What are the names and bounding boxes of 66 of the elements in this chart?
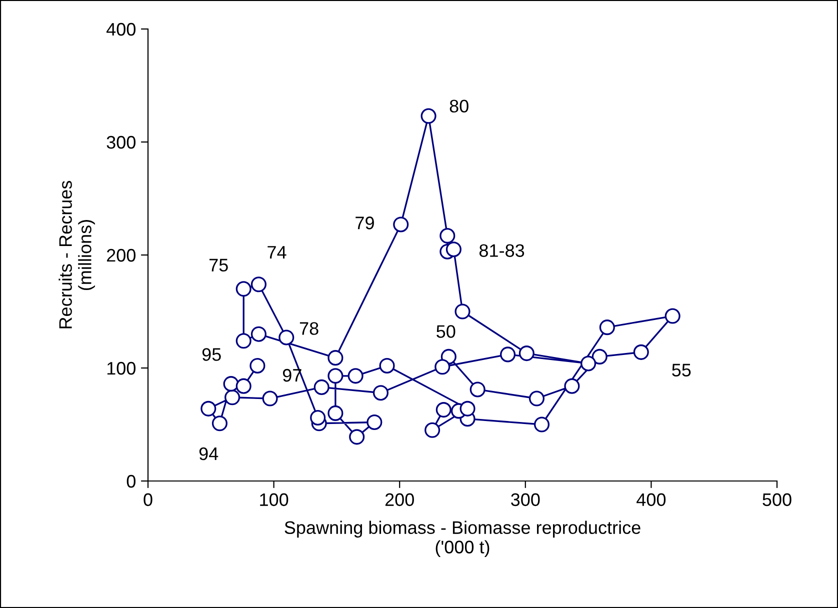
- point: [434, 359, 450, 375]
- annotation: 75: [209, 258, 228, 272]
- point: [599, 320, 615, 336]
- point: [592, 348, 608, 364]
- annotation: 79: [356, 216, 374, 230]
- annotation: 95: [202, 348, 221, 361]
- point: [349, 429, 365, 445]
- annotation: 74: [268, 246, 286, 258]
- point: [633, 344, 649, 360]
- point: [454, 304, 470, 320]
- x-tick-label: 500: [762, 493, 792, 506]
- point: [664, 308, 680, 324]
- point: [328, 405, 344, 421]
- y-tick-label: 400: [106, 22, 136, 36]
- point: [250, 358, 266, 374]
- point: [212, 416, 228, 432]
- x-tick-label: 300: [511, 493, 540, 506]
- point: [328, 368, 344, 384]
- point: [564, 378, 580, 394]
- point: [446, 242, 462, 258]
- point: [424, 422, 440, 438]
- y-tick-label: 0: [126, 474, 136, 488]
- point: [500, 346, 516, 362]
- x-tick-label: 400: [636, 493, 666, 506]
- y-tick-label: 200: [106, 248, 136, 262]
- point: [436, 402, 452, 418]
- annotation: 94: [199, 447, 218, 460]
- point: [460, 400, 476, 416]
- point: [314, 379, 330, 395]
- point: [223, 376, 239, 392]
- annotation: 97: [282, 368, 302, 382]
- x-tick-label: 200: [385, 493, 414, 506]
- point: [236, 333, 252, 349]
- annotation: 55: [672, 364, 691, 376]
- point: [224, 390, 240, 406]
- point: [534, 416, 550, 432]
- annotation: 81-83: [479, 244, 524, 257]
- annotation: 78: [300, 322, 318, 335]
- point: [420, 108, 436, 124]
- y-tick-label: 100: [107, 362, 136, 375]
- point: [262, 390, 278, 406]
- point: [250, 276, 266, 292]
- point: [470, 382, 486, 398]
- point: [236, 281, 252, 297]
- x-axis-title: Spawning biomass - Biomasse reproductrice ('000 t): [284, 520, 640, 558]
- point: [200, 400, 216, 416]
- point: [310, 410, 326, 426]
- point: [379, 358, 395, 374]
- y-axis-title: Recruits - Recrues (millions): [58, 180, 95, 328]
- annotation: 50: [436, 325, 456, 338]
- point: [236, 378, 252, 394]
- x-tick-label: 0: [144, 493, 152, 506]
- point: [328, 350, 344, 366]
- y-tick-label: 300: [106, 136, 136, 149]
- point: [440, 228, 456, 244]
- point: [393, 216, 409, 232]
- point: [528, 390, 544, 406]
- point: [250, 326, 266, 342]
- point: [372, 385, 389, 401]
- annotation: 80: [450, 100, 468, 113]
- point: [348, 368, 364, 384]
- point: [278, 330, 294, 346]
- x-tick-label: 100: [260, 493, 288, 506]
- point: [366, 414, 382, 430]
- point: [518, 346, 534, 362]
- point: [580, 356, 596, 372]
